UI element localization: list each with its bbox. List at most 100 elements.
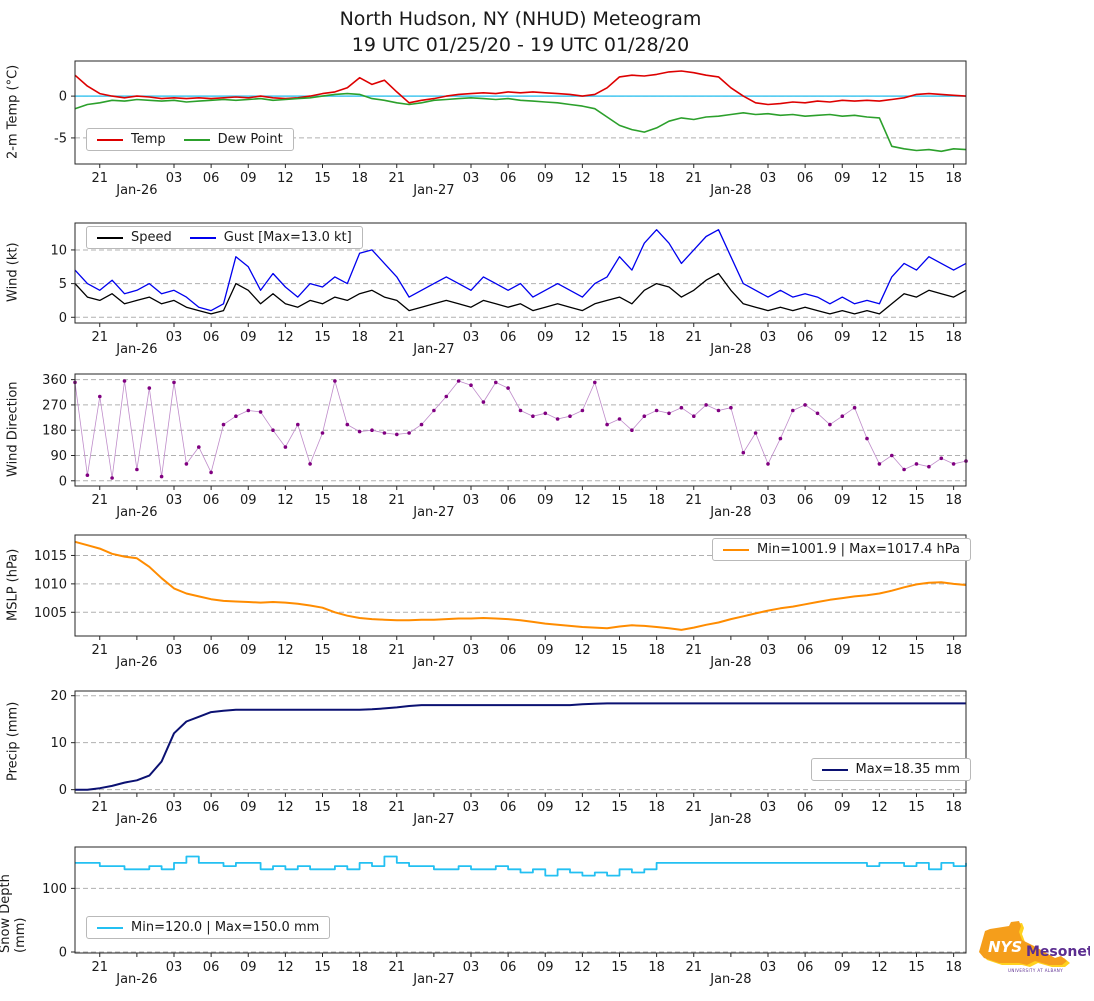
svg-text:09: 09 bbox=[537, 330, 554, 345]
svg-text:21: 21 bbox=[685, 171, 702, 186]
svg-text:18: 18 bbox=[945, 800, 962, 815]
svg-text:20: 20 bbox=[50, 690, 67, 704]
svg-text:03: 03 bbox=[166, 171, 183, 186]
svg-text:12: 12 bbox=[277, 960, 294, 975]
svg-text:15: 15 bbox=[314, 960, 331, 975]
temp-legend: Temp Dew Point bbox=[86, 128, 294, 151]
wind-plot: 0 5 10 21 Jan-26 03 06 09 12 15 18 21 Jan-27 03 06 09 12… bbox=[50, 222, 967, 357]
svg-text:Jan-28: Jan-28 bbox=[709, 972, 751, 987]
nys-logo-graphic: NYS Mesonet bbox=[979, 921, 1094, 967]
svg-text:15: 15 bbox=[611, 330, 628, 345]
panel-temp: 2-m Temp (°C) 0 -5 21 Jan-26 03 06 09 12 15 18 21 J… bbox=[0, 60, 980, 198]
svg-text:12: 12 bbox=[574, 800, 591, 815]
svg-text:03: 03 bbox=[463, 171, 480, 186]
winddir-y-axis-label: Wind Direction bbox=[5, 381, 21, 478]
svg-text:18: 18 bbox=[945, 643, 962, 658]
svg-text:18: 18 bbox=[648, 330, 665, 345]
mslp-y-axis-label: MSLP (hPa) bbox=[5, 548, 21, 622]
svg-text:21: 21 bbox=[685, 960, 702, 975]
svg-text:06: 06 bbox=[500, 960, 517, 975]
snow-legend: Min=120.0 | Max=150.0 mm bbox=[86, 916, 331, 939]
svg-text:09: 09 bbox=[240, 330, 257, 345]
svg-text:09: 09 bbox=[240, 643, 257, 658]
svg-text:03: 03 bbox=[166, 800, 183, 815]
svg-text:18: 18 bbox=[351, 643, 368, 658]
svg-text:15: 15 bbox=[908, 960, 925, 975]
svg-text:21: 21 bbox=[388, 800, 405, 815]
svg-text:Jan-26: Jan-26 bbox=[115, 812, 157, 827]
svg-text:21: 21 bbox=[91, 800, 108, 815]
svg-text:18: 18 bbox=[351, 960, 368, 975]
svg-text:09: 09 bbox=[240, 960, 257, 975]
svg-text:21: 21 bbox=[388, 330, 405, 345]
svg-text:360: 360 bbox=[42, 373, 67, 388]
svg-text:Jan-26: Jan-26 bbox=[115, 972, 157, 987]
svg-text:03: 03 bbox=[463, 643, 480, 658]
snow-line-sample bbox=[97, 926, 123, 929]
svg-text:18: 18 bbox=[648, 493, 665, 508]
svg-text:21: 21 bbox=[91, 171, 108, 186]
svg-text:09: 09 bbox=[240, 493, 257, 508]
svg-text:18: 18 bbox=[945, 171, 962, 186]
svg-text:18: 18 bbox=[945, 960, 962, 975]
panel-snow: Snow Depth (mm) 100 0 21 Jan-26 03 06 09 12 15 18… bbox=[0, 846, 980, 987]
svg-text:06: 06 bbox=[203, 960, 220, 975]
snow-plot: 100 0 21 Jan-26 03 06 09 12 15 18 21 Jan-27 03 06 09 12… bbox=[42, 846, 967, 987]
svg-text:12: 12 bbox=[871, 493, 888, 508]
svg-text:180: 180 bbox=[42, 424, 67, 439]
svg-text:Jan-27: Jan-27 bbox=[412, 342, 454, 357]
svg-text:06: 06 bbox=[203, 171, 220, 186]
temp-y-axis-label: 2-m Temp (°C) bbox=[5, 64, 21, 160]
svg-text:09: 09 bbox=[537, 493, 554, 508]
svg-text:06: 06 bbox=[797, 493, 814, 508]
legend-label-temp: Temp bbox=[131, 132, 166, 147]
svg-text:21: 21 bbox=[685, 643, 702, 658]
legend-item-speed: Speed bbox=[97, 230, 172, 245]
svg-text:06: 06 bbox=[203, 643, 220, 658]
svg-text:0: 0 bbox=[59, 946, 67, 961]
title-line-2: 19 UTC 01/25/20 - 19 UTC 01/28/20 bbox=[351, 34, 690, 56]
svg-text:15: 15 bbox=[314, 643, 331, 658]
svg-text:Jan-27: Jan-27 bbox=[412, 655, 454, 670]
legend-label-dewpoint: Dew Point bbox=[217, 132, 283, 147]
svg-text:15: 15 bbox=[908, 171, 925, 186]
svg-text:12: 12 bbox=[277, 643, 294, 658]
svg-text:5: 5 bbox=[59, 277, 67, 292]
svg-text:15: 15 bbox=[908, 800, 925, 815]
legend-label-snow: Min=120.0 | Max=150.0 mm bbox=[131, 920, 320, 935]
svg-text:1010: 1010 bbox=[34, 577, 67, 592]
svg-text:12: 12 bbox=[871, 643, 888, 658]
svg-text:03: 03 bbox=[463, 493, 480, 508]
svg-text:03: 03 bbox=[760, 171, 777, 186]
winddir-plot: 360 270 180 90 0 21 Jan-26 03 06 09 12 15 18 21 Jan-27… bbox=[42, 373, 968, 520]
legend-label-mslp: Min=1001.9 | Max=1017.4 hPa bbox=[757, 542, 960, 557]
svg-text:03: 03 bbox=[463, 960, 480, 975]
svg-text:06: 06 bbox=[797, 171, 814, 186]
svg-text:09: 09 bbox=[537, 960, 554, 975]
svg-text:21: 21 bbox=[685, 330, 702, 345]
svg-text:03: 03 bbox=[760, 960, 777, 975]
svg-text:06: 06 bbox=[500, 800, 517, 815]
svg-text:18: 18 bbox=[945, 330, 962, 345]
svg-text:15: 15 bbox=[611, 171, 628, 186]
svg-text:06: 06 bbox=[500, 643, 517, 658]
svg-text:21: 21 bbox=[685, 493, 702, 508]
svg-text:100: 100 bbox=[42, 882, 67, 897]
svg-text:15: 15 bbox=[908, 493, 925, 508]
svg-text:Jan-26: Jan-26 bbox=[115, 342, 157, 357]
wind-y-axis-label: Wind (kt) bbox=[5, 242, 21, 303]
svg-text:Jan-26: Jan-26 bbox=[115, 655, 157, 670]
svg-text:90: 90 bbox=[50, 449, 67, 464]
precip-plot: 20 10 0 21 Jan-26 03 06 09 12 15 18 21 Jan-27 03 06 09 1… bbox=[50, 690, 967, 827]
svg-text:06: 06 bbox=[500, 330, 517, 345]
svg-text:12: 12 bbox=[574, 171, 591, 186]
svg-text:21: 21 bbox=[388, 960, 405, 975]
svg-text:Jan-27: Jan-27 bbox=[412, 972, 454, 987]
legend-label-speed: Speed bbox=[131, 230, 172, 245]
svg-text:21: 21 bbox=[388, 643, 405, 658]
svg-text:18: 18 bbox=[945, 493, 962, 508]
svg-text:15: 15 bbox=[611, 643, 628, 658]
svg-text:09: 09 bbox=[834, 643, 851, 658]
svg-text:12: 12 bbox=[574, 493, 591, 508]
